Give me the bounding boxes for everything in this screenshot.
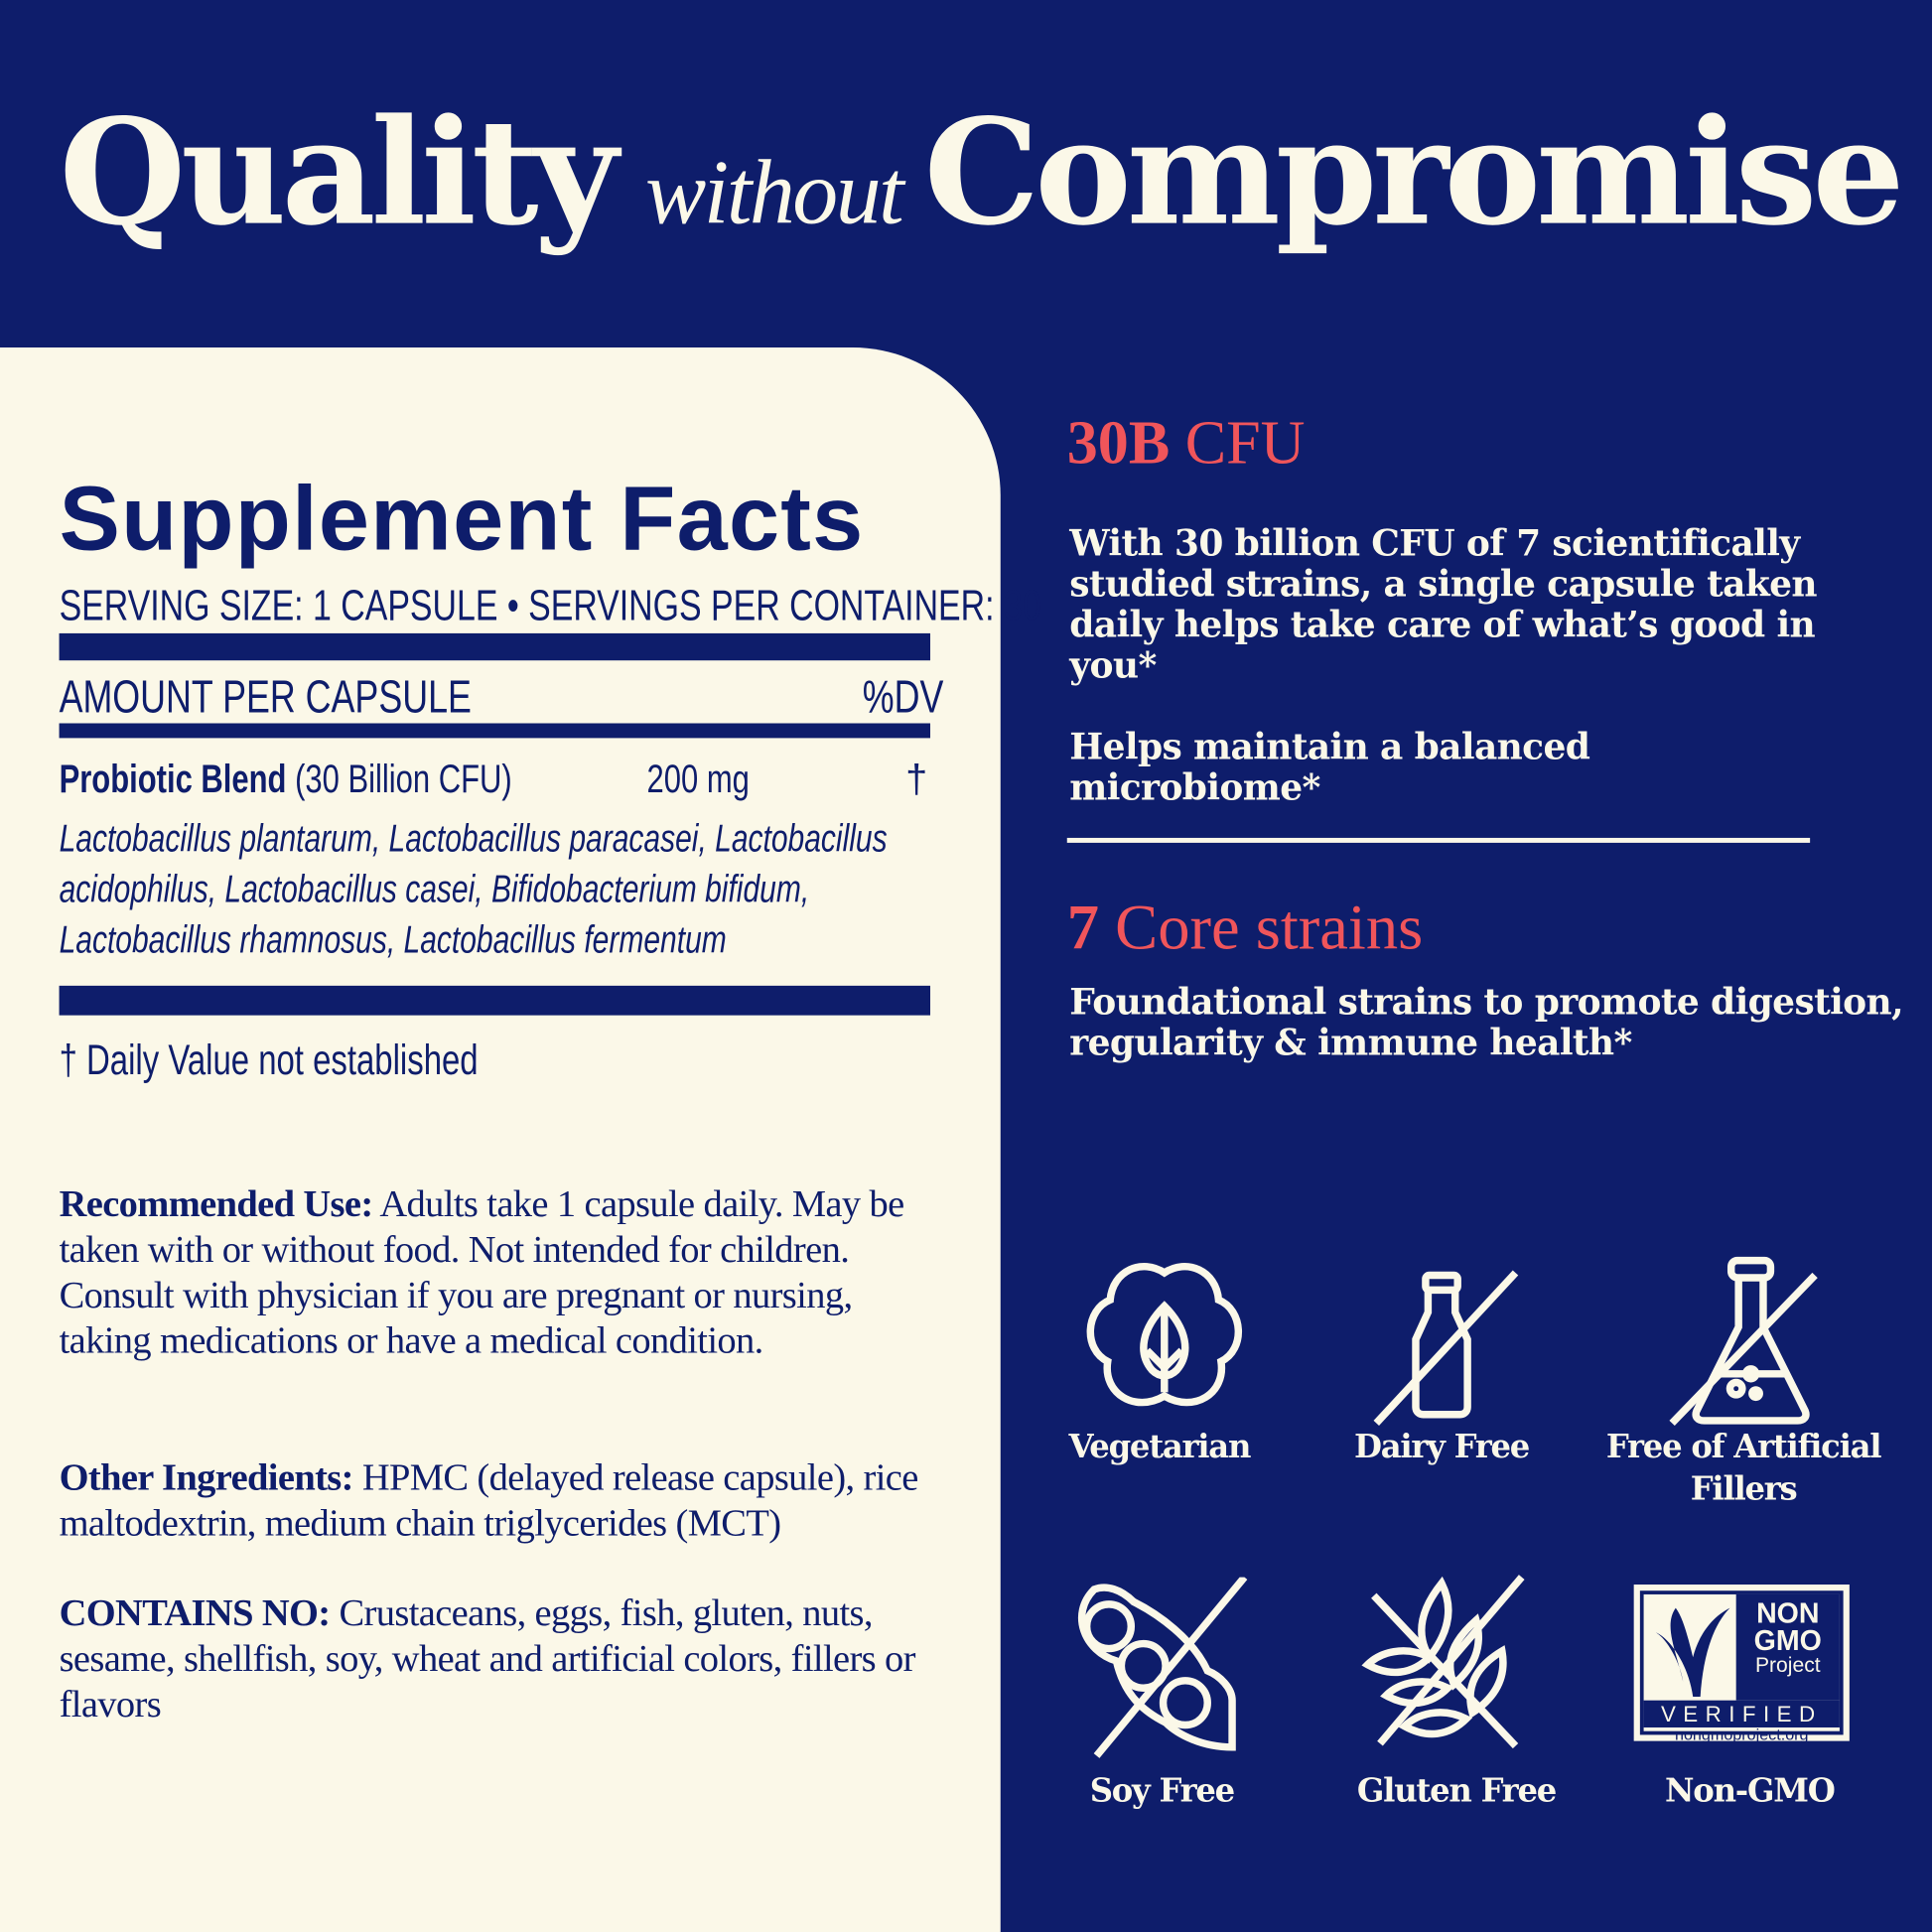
divider-bar <box>59 985 931 1016</box>
strain-list: Lactobacillus plantarum, Lactobacillus p… <box>59 816 888 962</box>
supplement-facts-title: Supplement Facts <box>59 467 865 570</box>
badge-label-soy-free: Soy Free <box>1089 1772 1236 1811</box>
cfu-description: With 30 billion CFU of 7 scientifically … <box>1069 522 1817 687</box>
headline-compromise: Compromise <box>923 85 1905 258</box>
badge-label-dairy-free: Dairy Free <box>1353 1429 1530 1466</box>
flask-crossed-icon <box>1669 1256 1818 1427</box>
amount-header: AMOUNT PER CAPSULE <box>59 671 472 723</box>
leaf-icon <box>1086 1263 1242 1407</box>
other-ingredients: Other Ingredients: HPMC (delayed release… <box>59 1454 919 1545</box>
badge-label-non-gmo: Non-GMO <box>1665 1772 1836 1811</box>
headline-without: without <box>645 142 904 244</box>
ingredient-name: Probiotic Blend <box>59 757 287 801</box>
dv-footnote: † Daily Value not established <box>59 1036 479 1085</box>
divider-line <box>1066 837 1811 843</box>
soybean-crossed-icon <box>1077 1577 1248 1758</box>
serving-info: SERVING SIZE: 1 CAPSULE • SERVINGS PER C… <box>59 581 1041 630</box>
cfu-heading: 30B CFU <box>1066 407 1306 478</box>
ingredient-detail: (30 Billion CFU) <box>295 757 512 801</box>
ingredient-amount: 200 mg <box>646 757 750 801</box>
strains-description: Foundational strains to promote digestio… <box>1069 980 1904 1064</box>
recommended-use: Recommended Use: Adults take 1 capsule d… <box>59 1181 905 1362</box>
supplement-facts-panel <box>0 346 1001 1932</box>
headline-quality: Quality <box>59 85 619 258</box>
badge-label-artificial-fillers: Free of Artificial Fillers <box>1605 1429 1882 1509</box>
strains-heading: 7 Core strains <box>1066 893 1424 964</box>
badge-label-gluten-free: Gluten Free <box>1356 1772 1557 1811</box>
milk-bottle-crossed-icon <box>1373 1270 1519 1426</box>
butterfly-plant-icon <box>1655 1607 1730 1697</box>
microbiome-text: Helps maintain a balanced microbiome* <box>1069 725 1590 809</box>
divider-bar <box>59 723 931 739</box>
wheat-crossed-icon <box>1361 1575 1525 1749</box>
divider-bar <box>59 632 931 661</box>
non-gmo-project-verified-logo: NON GMO Project VERIFIED nongmoproject.org <box>1633 1585 1850 1743</box>
contains-no: CONTAINS NO: Crustaceans, eggs, fish, gl… <box>59 1590 916 1725</box>
ingredient-dv: † <box>905 757 928 801</box>
headline: Quality without Compromise <box>59 85 1905 258</box>
badge-label-vegetarian: Vegetarian <box>1068 1429 1251 1466</box>
dv-header: %DV <box>862 671 944 723</box>
